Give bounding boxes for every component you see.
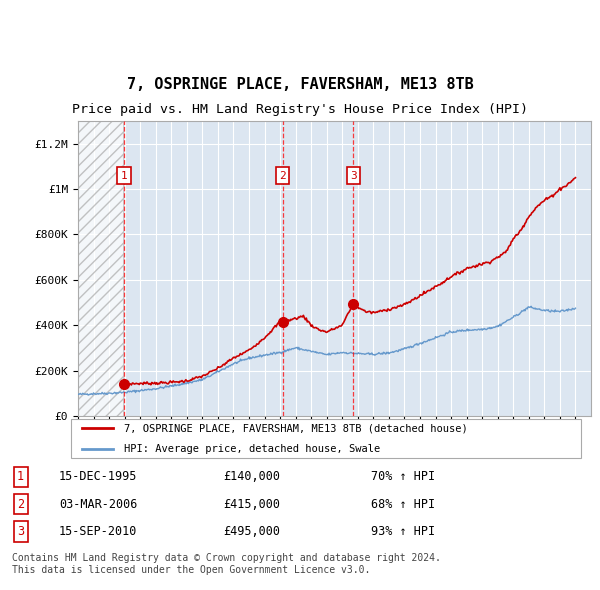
Text: £415,000: £415,000 xyxy=(224,497,281,510)
Text: 2: 2 xyxy=(17,497,24,510)
Text: £495,000: £495,000 xyxy=(224,525,281,538)
Text: Contains HM Land Registry data © Crown copyright and database right 2024.
This d: Contains HM Land Registry data © Crown c… xyxy=(12,553,441,575)
Text: 7, OSPRINGE PLACE, FAVERSHAM, ME13 8TB: 7, OSPRINGE PLACE, FAVERSHAM, ME13 8TB xyxy=(127,77,473,93)
Text: 3: 3 xyxy=(350,171,356,181)
Text: 15-DEC-1995: 15-DEC-1995 xyxy=(59,470,137,483)
Bar xyxy=(78,121,124,416)
Text: 3: 3 xyxy=(17,525,24,538)
Text: 1: 1 xyxy=(121,171,127,181)
Text: Price paid vs. HM Land Registry's House Price Index (HPI): Price paid vs. HM Land Registry's House … xyxy=(72,103,528,116)
Text: 1: 1 xyxy=(17,470,24,483)
Text: 03-MAR-2006: 03-MAR-2006 xyxy=(59,497,137,510)
FancyBboxPatch shape xyxy=(71,419,581,458)
Text: HPI: Average price, detached house, Swale: HPI: Average price, detached house, Swal… xyxy=(124,444,380,454)
Text: 7, OSPRINGE PLACE, FAVERSHAM, ME13 8TB (detached house): 7, OSPRINGE PLACE, FAVERSHAM, ME13 8TB (… xyxy=(124,424,467,433)
Text: 93% ↑ HPI: 93% ↑ HPI xyxy=(371,525,434,538)
Text: 68% ↑ HPI: 68% ↑ HPI xyxy=(371,497,434,510)
Text: 70% ↑ HPI: 70% ↑ HPI xyxy=(371,470,434,483)
Text: 2: 2 xyxy=(280,171,286,181)
Text: £140,000: £140,000 xyxy=(224,470,281,483)
Text: 15-SEP-2010: 15-SEP-2010 xyxy=(59,525,137,538)
